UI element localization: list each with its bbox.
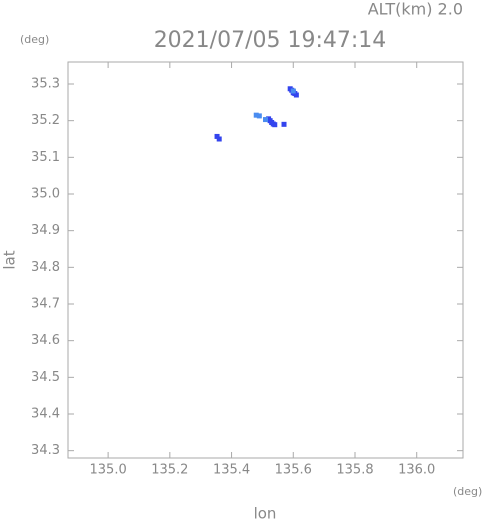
point <box>263 117 268 123</box>
y-tick-label: 34.8 <box>31 260 60 275</box>
x-tick-label: 135.4 <box>213 463 250 478</box>
x-tick-label: 136.0 <box>398 463 435 478</box>
y-tick-label: 35.1 <box>31 150 60 165</box>
y-tick-label: 35.3 <box>31 77 60 92</box>
x-tick-label: 135.8 <box>336 463 373 478</box>
y-tick-label: 34.3 <box>31 443 60 458</box>
plot-frame <box>67 61 464 459</box>
y-tick-label: 34.7 <box>31 297 60 312</box>
point <box>216 136 222 142</box>
point <box>256 113 262 119</box>
y-tick-label: 35.0 <box>31 187 60 202</box>
y-axis-label: lat <box>1 250 19 269</box>
x-tick-label: 135.2 <box>151 463 188 478</box>
point <box>293 92 299 98</box>
x-tick-label: 135.0 <box>90 463 127 478</box>
y-tick-label: 34.9 <box>31 223 60 238</box>
x-tick-label: 135.6 <box>275 463 312 478</box>
point <box>272 122 278 128</box>
x-axis-label: lon <box>254 505 277 522</box>
y-unit: (deg) <box>20 33 49 46</box>
y-tick-label: 35.2 <box>31 113 60 128</box>
y-tick-label: 34.4 <box>31 407 60 422</box>
point <box>281 121 287 127</box>
y-tick-label: 34.5 <box>31 370 60 385</box>
altitude-label: ALT(km) 2.0 <box>368 0 463 19</box>
point <box>214 133 220 139</box>
point <box>290 88 296 94</box>
y-tick-label: 34.6 <box>31 333 60 348</box>
chart-title: 2021/07/05 19:47:14 <box>154 28 387 53</box>
x-unit: (deg) <box>453 485 482 498</box>
point <box>253 112 259 118</box>
